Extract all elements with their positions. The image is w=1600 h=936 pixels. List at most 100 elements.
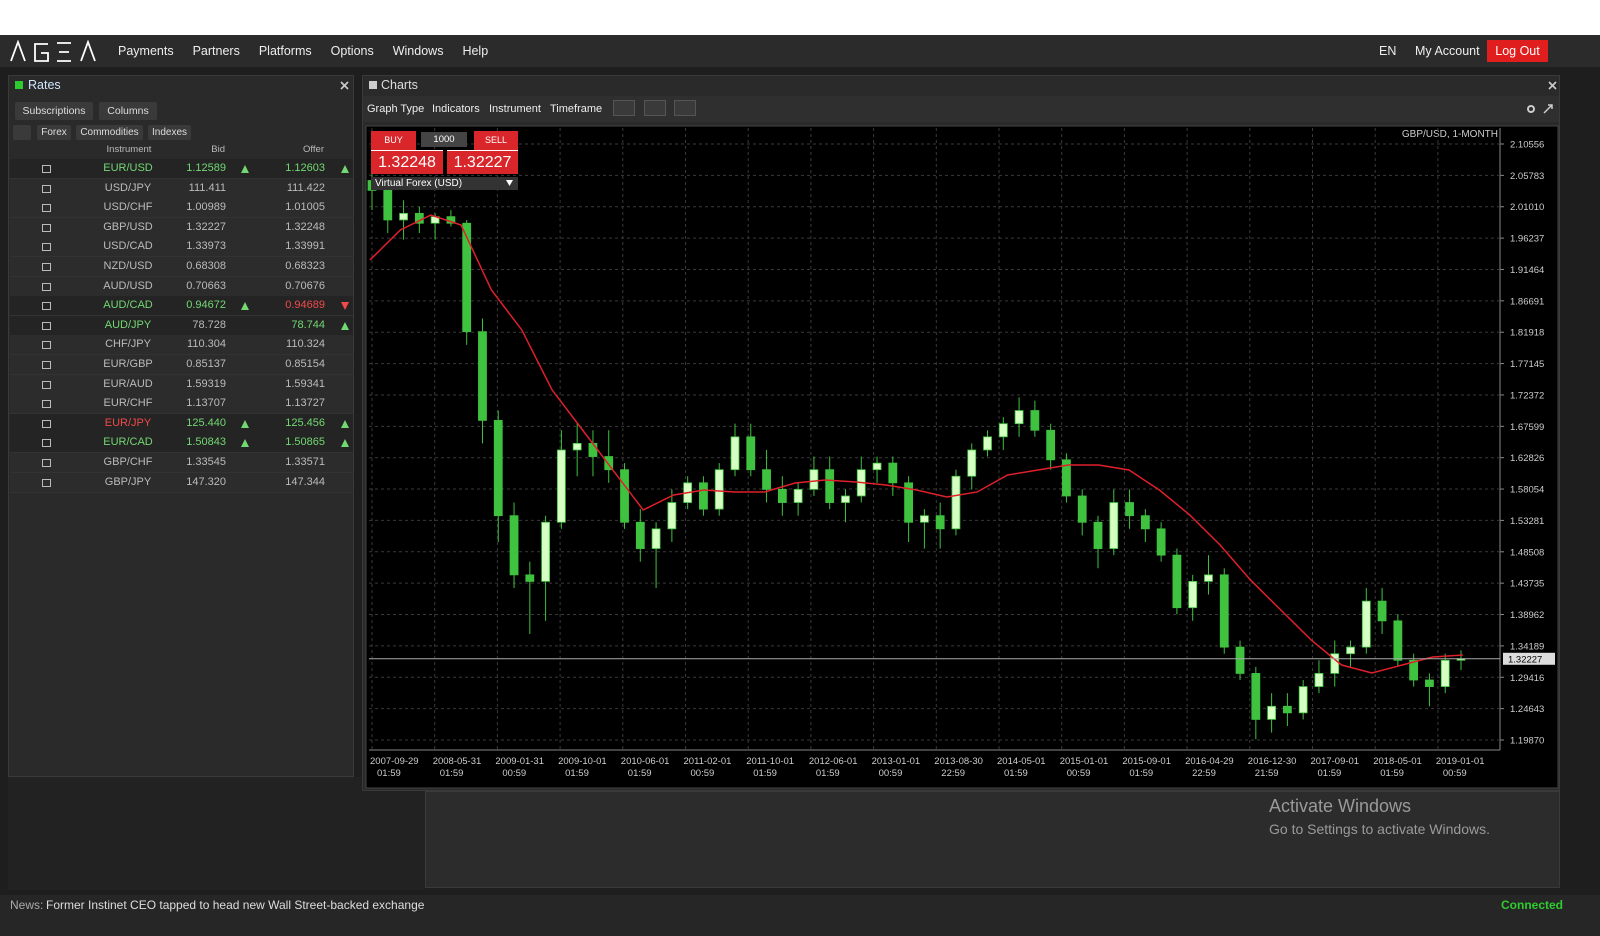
reset-button[interactable]	[674, 100, 696, 116]
toolbar-item[interactable]: Indicators	[432, 103, 480, 115]
y-tick-label: 1.67599	[1510, 422, 1544, 433]
popout-icon[interactable]	[42, 263, 51, 271]
sell-price[interactable]: 1.32227	[447, 150, 518, 174]
instrument: AUD/USD	[103, 279, 153, 292]
popout-icon[interactable]	[42, 400, 51, 409]
buy-price[interactable]: 1.32248	[371, 150, 443, 174]
popout-icon[interactable]	[42, 165, 51, 173]
close-icon[interactable]	[340, 81, 349, 90]
popout-icon[interactable]	[42, 361, 51, 369]
rate-row[interactable]: GBP/USD 1.32227 1.32248	[10, 217, 353, 238]
menu-item[interactable]: Platforms	[258, 44, 312, 58]
rate-row[interactable]: USD/CHF 1.00989 1.01005	[10, 198, 353, 219]
rate-row[interactable]: EUR/AUD 1.59319 1.59341	[10, 374, 353, 395]
subscriptions-button[interactable]: Subscriptions	[15, 102, 93, 120]
rate-row[interactable]: EUR/JPY 125.440 125.456	[10, 413, 353, 434]
tab[interactable]: Indexes	[148, 125, 191, 140]
x-tick-label-line: 2013-08-30	[934, 756, 983, 767]
columns-button[interactable]: Columns	[99, 102, 157, 120]
candle-body	[1409, 659, 1419, 681]
x-tick-label: 2016-12-30 21:59	[1248, 756, 1297, 779]
rate-row[interactable]: AUD/CAD 0.94672 0.94689	[10, 296, 353, 317]
rate-row[interactable]: NZD/USD 0.68308 0.68323	[10, 257, 353, 277]
popout-icon[interactable]	[42, 478, 51, 487]
popout-icon[interactable]	[42, 341, 51, 350]
popout-icon[interactable]	[42, 459, 51, 467]
popout-icon[interactable]	[42, 439, 51, 448]
my-account[interactable]: My Account	[1415, 44, 1480, 58]
sell-button[interactable]: SELL	[474, 131, 518, 150]
candle-body	[1093, 521, 1103, 549]
x-tick-label: 2017-09-01 01:59	[1311, 756, 1360, 779]
candle-body	[1282, 705, 1292, 714]
candle-body	[1204, 574, 1213, 582]
candle-body	[1125, 502, 1134, 517]
x-tick-label-line: 01:59	[1380, 768, 1404, 779]
toolbar-item[interactable]: Instrument	[489, 103, 541, 115]
candle-body	[762, 469, 771, 490]
language[interactable]: EN	[1379, 44, 1397, 58]
account-select[interactable]: Virtual Forex (USD)	[371, 177, 518, 190]
y-tick-label: 1.34189	[1510, 641, 1544, 652]
candle-body	[935, 515, 945, 530]
rate-row[interactable]: EUR/CAD 1.50843 1.50865	[10, 433, 353, 454]
x-tick-label-line: 01:59	[1129, 768, 1153, 779]
x-tick-label: 2010-06-01 01:59	[621, 756, 670, 779]
buy-button[interactable]: BUY	[371, 131, 416, 150]
rate-row[interactable]: EUR/CHF 1.13707 1.13727	[10, 394, 353, 415]
menu-item[interactable]: Options	[330, 44, 374, 58]
tab[interactable]: Forex	[37, 125, 71, 140]
toolbar-item[interactable]: Graph Type	[367, 103, 425, 115]
rate-row[interactable]: EUR/GBP 0.85137 0.85154	[10, 355, 353, 375]
candle-body	[1109, 502, 1119, 549]
rate-row[interactable]: GBP/CHF 1.33545 1.33571	[10, 453, 353, 473]
instrument: EUR/USD	[103, 162, 153, 174]
watermark-subtitle: Go to Settings to activate Windows.	[1269, 821, 1490, 837]
toolbar-item[interactable]: Timeframe	[550, 103, 603, 115]
candle-body	[399, 212, 408, 221]
candle-body	[493, 419, 503, 517]
chart-settings-icons[interactable]	[1524, 103, 1554, 115]
trend-arrow	[241, 302, 249, 311]
popout-icon[interactable]	[42, 380, 51, 389]
chart-title: GBP/USD, 1-MONTH	[1402, 129, 1498, 140]
popout-icon[interactable]	[42, 184, 51, 193]
rate-row[interactable]: CHF/JPY 110.304 110.324	[10, 335, 353, 356]
rate-row[interactable]: AUD/USD 0.70663 0.70676	[10, 276, 353, 297]
amount-input[interactable]: 1000	[421, 132, 467, 147]
zoom-out-button[interactable]	[644, 100, 666, 116]
offer: 1.59341	[285, 377, 325, 390]
rate-row[interactable]: AUD/JPY 78.728 78.744	[10, 315, 353, 336]
x-tick-label-line: 2011-02-01	[684, 756, 732, 767]
popout-icon[interactable]	[42, 243, 51, 252]
news-headline[interactable]: Former Instinet CEO tapped to head new W…	[46, 898, 425, 912]
instrument: AUD/JPY	[104, 318, 152, 331]
menu-item[interactable]: Payments	[118, 44, 174, 58]
logout-button[interactable]: Log Out	[1487, 40, 1548, 62]
account-name: Virtual Forex (USD)	[375, 178, 463, 189]
menu-item[interactable]: Partners	[192, 44, 240, 58]
popout-icon[interactable]	[42, 223, 51, 232]
trend-arrow	[341, 419, 349, 428]
popout-icon[interactable]	[42, 321, 51, 330]
x-tick-label-line: 2015-09-01	[1122, 756, 1171, 767]
close-icon[interactable]	[1548, 81, 1557, 90]
connection-status: Connected	[1501, 898, 1564, 912]
rate-row[interactable]: USD/JPY 111.411 111.422	[10, 178, 353, 199]
rate-row[interactable]: USD/CAD 1.33973 1.33991	[10, 237, 353, 258]
x-tick-label-line: 2010-06-01	[621, 756, 670, 767]
popout-icon[interactable]	[42, 419, 51, 428]
popout-icon[interactable]	[42, 204, 51, 213]
logo[interactable]	[10, 40, 100, 64]
tab[interactable]: Commodities	[76, 125, 143, 140]
popout-icon[interactable]	[42, 282, 51, 291]
rate-row[interactable]: GBP/JPY 147.320 147.344	[10, 472, 353, 493]
menu-item[interactable]: Windows	[392, 44, 444, 58]
menu-item[interactable]: Help	[462, 44, 489, 58]
zoom-in-button[interactable]	[613, 100, 635, 116]
rate-row[interactable]: EUR/USD 1.12589 1.12603	[10, 159, 353, 179]
popout-icon[interactable]	[42, 302, 51, 311]
copy-icon[interactable]	[13, 125, 31, 140]
offer: 147.344	[285, 475, 325, 488]
news-label: News:	[10, 898, 44, 912]
